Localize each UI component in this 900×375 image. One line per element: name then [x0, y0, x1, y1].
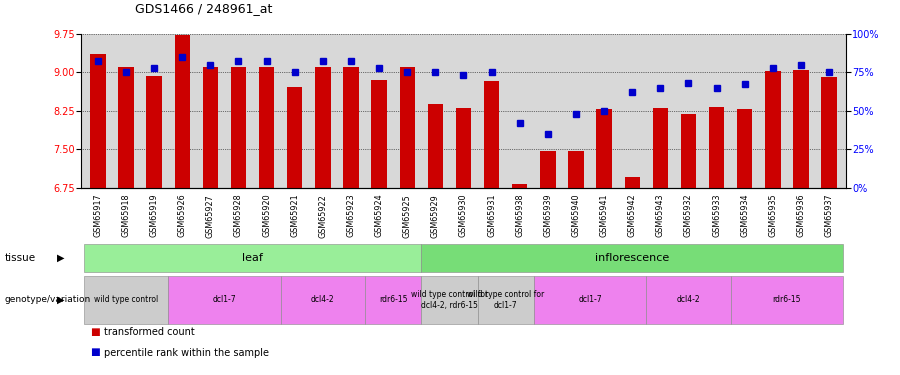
Text: percentile rank within the sample: percentile rank within the sample: [104, 348, 269, 357]
Text: ■: ■: [90, 327, 100, 337]
Bar: [90, 54, 105, 188]
Bar: [512, 184, 527, 188]
Text: rdr6-15: rdr6-15: [773, 296, 801, 304]
Text: leaf: leaf: [242, 253, 263, 263]
Text: dcl1-7: dcl1-7: [578, 296, 602, 304]
Text: rdr6-15: rdr6-15: [379, 296, 408, 304]
Text: ■: ■: [90, 348, 100, 357]
Bar: [822, 77, 837, 188]
Text: wild type control for
dcl1-7: wild type control for dcl1-7: [467, 290, 544, 310]
Text: wild type control for
dcl4-2, rdr6-15: wild type control for dcl4-2, rdr6-15: [410, 290, 488, 310]
Bar: [230, 67, 247, 188]
Text: inflorescence: inflorescence: [595, 253, 670, 263]
Bar: [315, 67, 330, 188]
Text: GDS1466 / 248961_at: GDS1466 / 248961_at: [135, 2, 273, 15]
Bar: [175, 35, 190, 188]
Text: dcl1-7: dcl1-7: [212, 296, 236, 304]
Text: dcl4-2: dcl4-2: [677, 296, 700, 304]
Bar: [652, 108, 668, 188]
Bar: [455, 108, 472, 188]
Bar: [400, 67, 415, 188]
Bar: [372, 80, 387, 188]
Bar: [680, 114, 697, 188]
Bar: [737, 109, 752, 188]
Bar: [484, 81, 500, 188]
Bar: [540, 151, 555, 188]
Bar: [287, 87, 302, 188]
Text: dcl4-2: dcl4-2: [311, 296, 335, 304]
Bar: [428, 104, 443, 188]
Bar: [118, 67, 134, 188]
Bar: [259, 67, 274, 188]
Text: tissue: tissue: [4, 253, 36, 263]
Text: ▶: ▶: [57, 253, 64, 263]
Bar: [568, 151, 584, 188]
Bar: [709, 107, 725, 188]
Text: transformed count: transformed count: [104, 327, 195, 337]
Bar: [343, 67, 359, 188]
Bar: [765, 71, 780, 188]
Text: wild type control: wild type control: [94, 296, 158, 304]
Bar: [793, 70, 809, 188]
Text: ▶: ▶: [57, 295, 64, 305]
Bar: [625, 177, 640, 188]
Bar: [597, 109, 612, 188]
Bar: [147, 76, 162, 188]
Text: genotype/variation: genotype/variation: [4, 296, 91, 304]
Bar: [202, 67, 218, 188]
